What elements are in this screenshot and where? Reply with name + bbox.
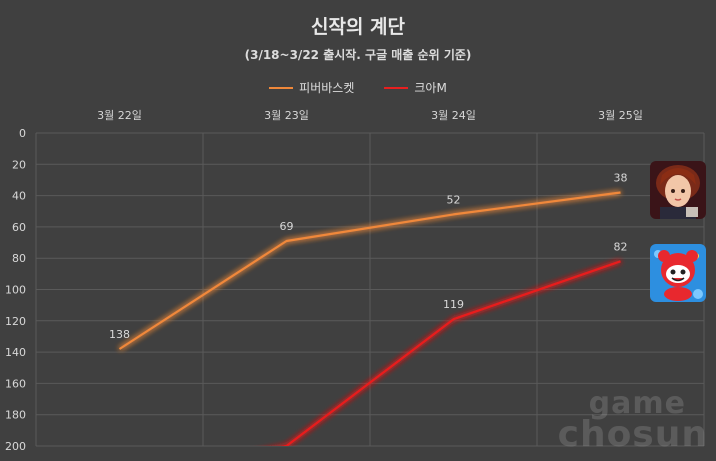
legend-label: 크아M [414,81,447,95]
y-tick-label: 100 [5,284,26,297]
x-tick-label: 3월 24일 [431,108,476,122]
y-tick-label: 40 [12,190,26,203]
y-tick-label: 180 [5,409,26,422]
legend-swatch-orange [269,86,294,89]
y-tick-label: 140 [5,346,26,359]
watermark-game: game [588,386,686,421]
x-tick-label: 3월 25일 [598,108,643,122]
data-label: 82 [614,240,628,253]
y-tick-label: 200 [5,440,26,453]
data-label: 138 [109,328,130,341]
legend-item-crazy-arcade: 크아M [384,79,447,96]
chart-title: 신작의 계단 [310,16,405,38]
chart-subtitle: (3/18~3/22 출시작. 구글 매출 순위 기준) [244,48,472,62]
data-label: 38 [614,171,628,184]
legend: 피버바스켓 크아M [0,79,716,96]
fever-basket-app-icon [650,161,706,219]
crazy-arcade-m-app-icon [650,244,706,302]
y-tick-label: 20 [12,158,26,171]
legend-label: 피버바스켓 [299,81,355,95]
data-label: 69 [280,220,294,233]
y-tick-label: 120 [5,315,26,328]
y-tick-label: 160 [5,377,26,390]
y-tick-label: 60 [12,221,26,234]
crazy-arcade-character-icon [650,244,706,302]
legend-swatch-red [384,86,409,89]
series-line-crazy-arcade-m [281,260,621,446]
y-tick-label: 80 [12,252,26,265]
legend-item-fever-basket: 피버바스켓 [269,79,354,96]
data-label: 119 [443,298,464,311]
watermark-chosun: chosun [557,414,708,455]
y-tick-label: 0 [19,127,26,140]
x-tick-label: 3월 22일 [97,108,142,122]
x-tick-label: 3월 23일 [264,108,309,122]
data-label: 52 [447,193,461,206]
fever-basket-character-icon [650,161,706,219]
series-line-fever-basket [118,191,621,350]
